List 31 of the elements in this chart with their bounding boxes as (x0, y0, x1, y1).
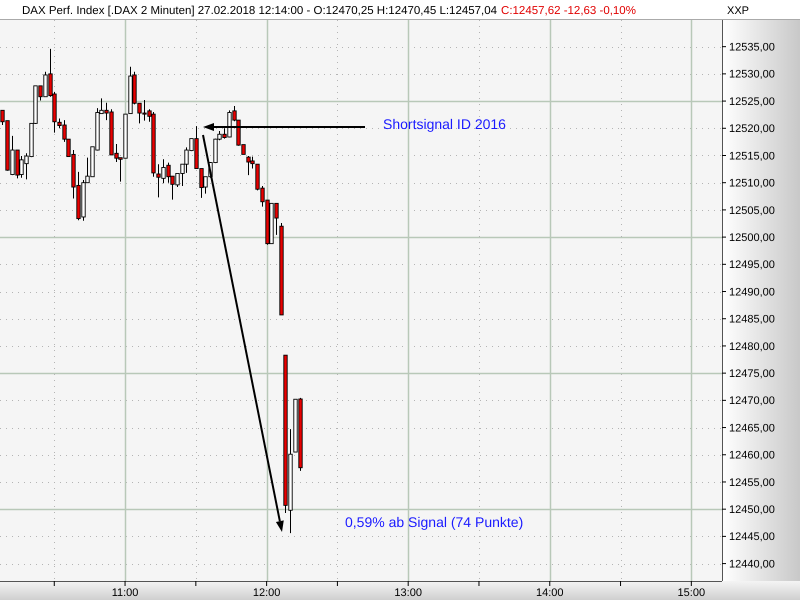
x-tick-label: 12:00 (252, 587, 280, 599)
y-tick-label: 12480,00 (729, 340, 775, 353)
y-tick-label: 12495,00 (729, 259, 775, 272)
y-tick-label: 12485,00 (729, 314, 775, 326)
y-tick-label: 12530,00 (729, 68, 775, 81)
candlestick (246, 156, 251, 176)
chart-title: DAX Perf. Index [.DAX 2 Minuten] 27.02.2018 12:14:00 - O:12470,25 H:12470,45 L:12457,04 (22, 5, 498, 17)
y-tick-label: 12515,00 (729, 150, 775, 162)
y-tick-label: 12465,00 (729, 422, 775, 434)
y-tick-label: 12455,00 (729, 476, 775, 489)
y-tick-label: 12445,00 (729, 531, 775, 544)
chart-subtitle: C:12457,62 -12,63 -0,10% (501, 5, 636, 17)
y-tick-label: 12520,00 (729, 123, 775, 136)
y-tick-label: 12450,00 (729, 504, 775, 516)
y-tick-label: 12440,00 (729, 558, 775, 570)
y-tick-label: 12500,00 (729, 232, 775, 244)
y-tick-label: 12475,00 (729, 368, 775, 380)
y-tick-label: 12470,00 (729, 395, 775, 408)
text: XXP (727, 5, 750, 17)
annotation: 0,59% ab Signal (74 Punkte) (345, 514, 524, 530)
y-tick-label: 12525,00 (729, 96, 775, 108)
x-tick-label: 13:00 (394, 587, 422, 599)
y-tick-label: 12510,00 (729, 178, 775, 190)
y-tick-label: 12490,00 (729, 286, 775, 298)
annotation: Shortsignal ID 2016 (383, 116, 506, 132)
x-tick-label: 11:00 (112, 587, 138, 599)
x-tick-label: 14:00 (536, 587, 564, 599)
y-tick-label: 12460,00 (729, 450, 775, 462)
x-tick-label: 15:00 (678, 587, 706, 599)
y-tick-label: 12535,00 (729, 42, 775, 54)
y-tick-label: 12505,00 (729, 204, 775, 217)
